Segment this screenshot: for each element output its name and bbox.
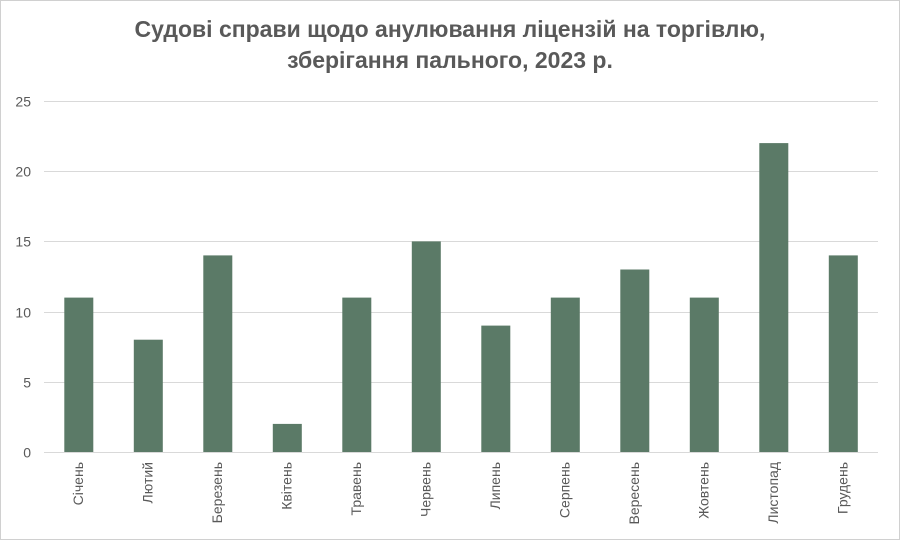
- x-tick-label: Жовтень: [695, 462, 711, 519]
- bar: [64, 297, 94, 452]
- x-tick-label: Травень: [348, 462, 364, 515]
- x-tick-label: Лютий: [139, 462, 155, 503]
- bars: [64, 143, 858, 452]
- chart-title-line-1: Судові справи щодо анулювання ліцензій н…: [134, 16, 766, 42]
- bar: [828, 255, 858, 452]
- y-tick-label: 10: [15, 305, 31, 321]
- x-tick-label: Вересень: [626, 462, 642, 525]
- y-tick-label: 0: [23, 445, 31, 461]
- x-tick-label: Січень: [70, 462, 86, 505]
- x-tick-label: Листопад: [765, 462, 781, 524]
- x-tick-label: Березень: [209, 462, 225, 523]
- bar: [620, 269, 650, 452]
- x-axis: Січень Лютий Березень Квітень Травень Червень…: [44, 452, 878, 525]
- x-tick-label: Червень: [417, 462, 433, 517]
- bar: [550, 297, 580, 452]
- y-tick-label: 15: [15, 234, 31, 250]
- bar: [342, 297, 372, 452]
- bar: [411, 241, 441, 452]
- y-tick-label: 25: [15, 94, 31, 110]
- x-tick-label: Серпень: [556, 462, 572, 518]
- bar: [689, 297, 719, 452]
- bar: [272, 423, 302, 452]
- bar: [133, 339, 163, 452]
- chart-title-line-2: зберігання пального, 2023 р.: [287, 47, 613, 73]
- x-tick-label: Липень: [487, 462, 503, 509]
- chart-title: Судові справи щодо анулювання ліцензій н…: [0, 14, 900, 76]
- bar: [203, 255, 233, 452]
- bar: [481, 325, 511, 452]
- x-tick-label: Грудень: [834, 462, 850, 514]
- y-tick-label: 20: [15, 164, 31, 180]
- x-tick-label: Квітень: [278, 462, 294, 510]
- y-tick-label: 5: [23, 375, 31, 391]
- y-axis: 0 5 10 15 20 25: [15, 94, 31, 461]
- bar: [759, 143, 789, 452]
- gridlines: [44, 101, 878, 383]
